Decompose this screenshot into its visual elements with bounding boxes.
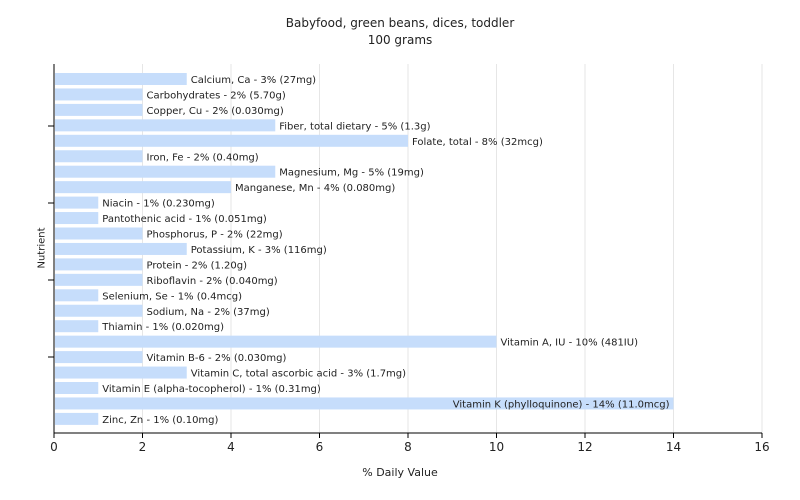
x-axis-label: % Daily Value: [362, 466, 438, 479]
chart-title: Babyfood, green beans, dices, toddler: [285, 16, 515, 30]
bar-label-10: Pantothenic acid - 1% (0.051mg): [102, 214, 267, 225]
bar-label-1: Calcium, Ca - 3% (27mg): [191, 75, 316, 86]
bar-label-6: Iron, Fe - 2% (0.40mg): [147, 152, 259, 163]
bar-14: [55, 273, 143, 286]
bar-label-23: Zinc, Zn - 1% (0.10mg): [102, 415, 218, 426]
bar-5: [55, 134, 408, 147]
bar-2: [55, 88, 143, 101]
y-axis-label: Nutrient: [36, 227, 48, 269]
bar-15: [55, 289, 99, 302]
bar-label-15: Selenium, Se - 1% (0.4mcg): [102, 291, 242, 302]
bar-label-22: Vitamin K (phylloquinone) - 14% (11.0mcg…: [453, 399, 670, 410]
bar-label-14: Riboflavin - 2% (0.040mg): [147, 276, 278, 287]
bar-label-18: Vitamin A, IU - 10% (481IU): [501, 338, 639, 349]
bar-8: [55, 181, 231, 194]
bar-7: [55, 165, 276, 178]
bar-11: [55, 227, 143, 240]
bar-10: [55, 212, 99, 225]
bar-4: [55, 119, 276, 132]
bar-20: [55, 366, 187, 379]
bar-16: [55, 304, 143, 317]
bar-3: [55, 103, 143, 116]
bar-12: [55, 242, 187, 255]
x-tick-label-7: 14: [666, 440, 681, 454]
bar-label-17: Thiamin - 1% (0.020mg): [101, 322, 224, 333]
x-tick-label-0: 0: [50, 440, 58, 454]
x-tick-label-6: 12: [577, 440, 592, 454]
bar-label-8: Manganese, Mn - 4% (0.080mg): [235, 183, 395, 194]
x-tick-label-4: 8: [404, 440, 412, 454]
chart-subtitle: 100 grams: [367, 33, 433, 47]
bar-label-21: Vitamin E (alpha-tocopherol) - 1% (0.31m…: [102, 384, 321, 395]
x-tick-label-3: 6: [316, 440, 324, 454]
bar-label-13: Protein - 2% (1.20g): [147, 260, 248, 271]
bar-17: [55, 320, 99, 333]
bar-label-12: Potassium, K - 3% (116mg): [191, 245, 327, 256]
bar-label-19: Vitamin B-6 - 2% (0.030mg): [147, 353, 287, 364]
bar-1: [55, 73, 187, 85]
bar-6: [55, 150, 143, 163]
bar-label-3: Copper, Cu - 2% (0.030mg): [147, 106, 284, 117]
x-tick-label-8: 16: [754, 440, 769, 454]
bar-label-11: Phosphorus, P - 2% (22mg): [147, 230, 283, 241]
x-tick-label-1: 2: [139, 440, 147, 454]
bar-23: [55, 412, 99, 425]
x-tick-label-5: 10: [489, 440, 504, 454]
bar-label-5: Folate, total - 8% (32mcg): [412, 137, 543, 148]
bar-label-16: Sodium, Na - 2% (37mg): [147, 307, 270, 318]
x-tick-label-2: 4: [227, 440, 235, 454]
bar-label-20: Vitamin C, total ascorbic acid - 3% (1.7…: [191, 369, 406, 380]
bar-22: [55, 397, 674, 410]
bar-21: [55, 382, 99, 394]
bar-label-2: Carbohydrates - 2% (5.70g): [147, 90, 286, 101]
bar-label-4: Fiber, total dietary - 5% (1.3g): [279, 121, 430, 132]
bar-13: [55, 258, 143, 271]
bar-label-9: Niacin - 1% (0.230mg): [102, 199, 215, 210]
bar-9: [55, 196, 99, 209]
bar-19: [55, 351, 143, 364]
bar-label-7: Magnesium, Mg - 5% (19mg): [279, 168, 424, 179]
bar-18: [55, 335, 497, 348]
